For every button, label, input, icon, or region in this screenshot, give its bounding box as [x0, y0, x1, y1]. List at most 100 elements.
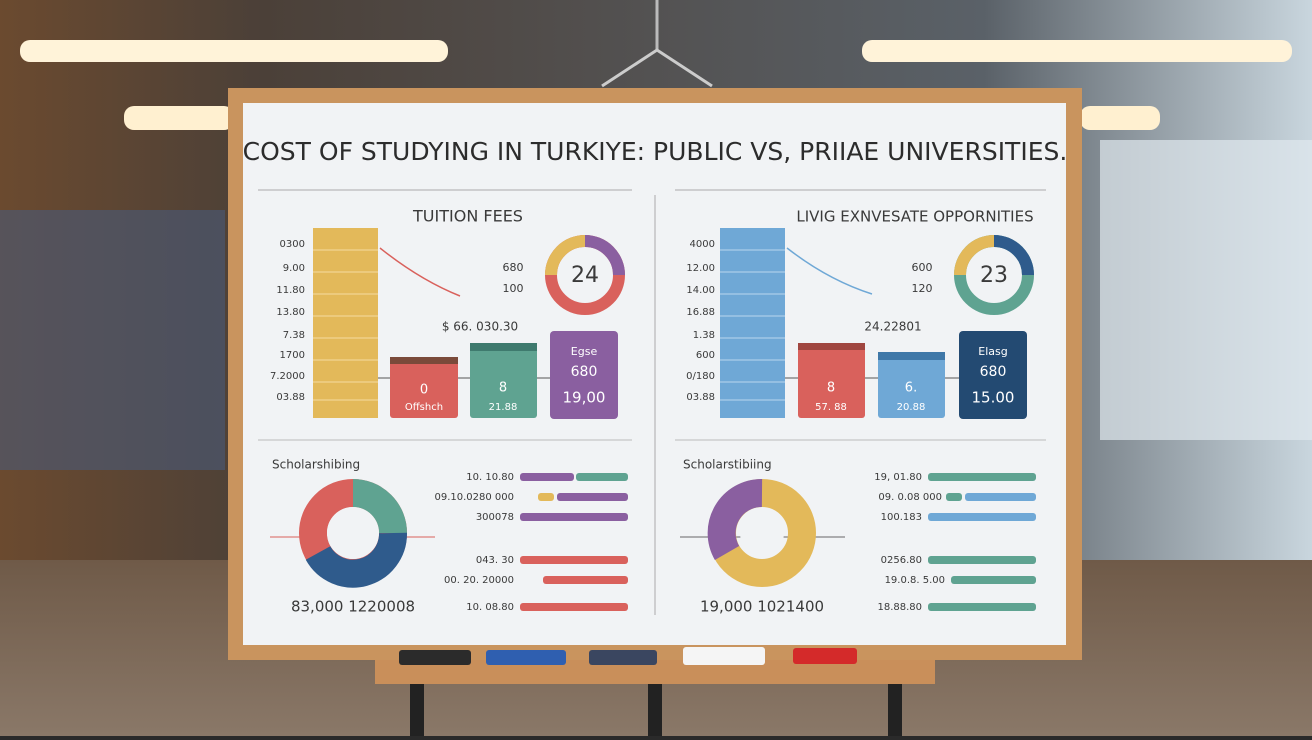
axis-label: 11.80	[276, 285, 305, 296]
row-label: 09.10.0280 000	[434, 492, 514, 503]
box-cap	[390, 357, 458, 364]
axis-label: 0300	[280, 239, 305, 250]
box-label: 680	[571, 364, 598, 380]
axis-label: 7.38	[283, 330, 305, 341]
row-label: 300078	[476, 512, 514, 523]
row-label: 10. 08.80	[466, 602, 514, 613]
bookshelf	[0, 210, 225, 470]
row-bar	[543, 576, 628, 584]
row-bar	[538, 493, 554, 501]
hanger	[601, 48, 713, 88]
box	[878, 352, 945, 418]
marker	[399, 650, 471, 665]
section-heading: Scholarshibing	[272, 458, 360, 472]
row-bar	[576, 473, 628, 481]
donut-segment	[305, 532, 408, 588]
axis-label: 14.00	[686, 285, 715, 296]
box	[798, 343, 865, 418]
donut-segment	[545, 235, 586, 276]
marker	[486, 650, 566, 665]
side-label: 680	[503, 261, 524, 274]
axis-label: 0/180	[686, 371, 715, 382]
ceiling-light	[124, 106, 234, 130]
box	[470, 343, 537, 418]
section-total: 19,000 1021400	[700, 598, 824, 616]
bar	[720, 228, 785, 418]
box-label: 6.	[905, 381, 917, 396]
axis-label: 12.00	[686, 263, 715, 274]
axis-label: 13.80	[276, 307, 305, 318]
axis-label: 7.2000	[270, 371, 305, 382]
row-bar	[520, 513, 628, 521]
row-bar	[928, 603, 1036, 611]
row-bar	[946, 493, 962, 501]
ceiling-light	[20, 40, 448, 62]
axis-label: 9.00	[283, 263, 305, 274]
donut-hole	[327, 507, 379, 559]
total-label: 24.22801	[864, 320, 921, 334]
donut-label: 23	[980, 263, 1008, 288]
easel-leg	[888, 680, 902, 736]
window	[1100, 140, 1312, 440]
section-total: 83,000 1220008	[291, 598, 415, 616]
box-label: 15.00	[972, 389, 1015, 407]
row-bar	[520, 603, 628, 611]
panel: LIVIG EXNVESATE OPPORNITIES 4000 12.00 1…	[680, 208, 1036, 616]
donut-segment	[707, 478, 763, 560]
easel-leg	[410, 680, 424, 736]
box-label: 19,00	[563, 389, 606, 407]
side-label: 120	[912, 282, 933, 295]
title: COST OF STUDYING IN TURKIYE: PUBLIC VS, …	[243, 137, 1068, 166]
ceiling-light	[862, 40, 1292, 62]
row-bar	[520, 556, 628, 564]
bar	[313, 228, 378, 418]
side-label: 100	[503, 282, 524, 295]
donut-label: 24	[571, 263, 599, 288]
side-label: 600	[912, 261, 933, 274]
box-label: 680	[980, 364, 1007, 380]
panel: TUITION FEES 0300 9.00 11.80 13.80 7.38 …	[270, 207, 628, 616]
box	[959, 331, 1027, 419]
row-bar	[557, 493, 628, 501]
row-label: 19, 01.80	[874, 472, 922, 483]
row-label: 043. 30	[476, 555, 514, 566]
row-bar	[965, 493, 1036, 501]
box-label: Egse	[571, 345, 598, 358]
box-label: 21.88	[489, 402, 518, 413]
donut-segment	[954, 235, 995, 276]
row-bar	[928, 556, 1036, 564]
trend-line	[379, 247, 461, 297]
box-label: 20.88	[897, 402, 926, 413]
box-label: Elasg	[978, 345, 1007, 358]
box-cap	[470, 343, 537, 351]
axis-label: 1700	[280, 350, 305, 361]
row-label: 0256.80	[881, 555, 922, 566]
panel-heading: LIVIG EXNVESATE OPPORNITIES	[796, 208, 1033, 226]
eraser	[683, 647, 765, 665]
axis-label: 4000	[690, 239, 715, 250]
box-cap	[798, 343, 865, 350]
marker	[793, 648, 857, 664]
axis-label: 16.88	[686, 307, 715, 318]
bar-stripes	[313, 249, 378, 401]
row-label: 10. 10.80	[466, 472, 514, 483]
row-label: 18.88.80	[877, 602, 922, 613]
box-label: Offshch	[405, 402, 443, 413]
donut-segment	[352, 479, 407, 534]
box	[550, 331, 618, 419]
row-label: 100.183	[881, 512, 922, 523]
box-label: 0	[420, 383, 428, 398]
box-label: 8	[827, 381, 835, 396]
row-label: 19.0.8. 5.00	[885, 575, 945, 586]
row-label: 00. 20. 20000	[444, 575, 514, 586]
marker	[589, 650, 657, 665]
ceiling-light	[1080, 106, 1160, 130]
section-heading: Scholarstibiing	[683, 458, 772, 472]
row-bar	[928, 513, 1036, 521]
axis-label: 1.38	[693, 330, 715, 341]
donut-hole	[740, 511, 784, 555]
panel-heading: TUITION FEES	[412, 207, 523, 226]
row-bar	[951, 576, 1036, 584]
